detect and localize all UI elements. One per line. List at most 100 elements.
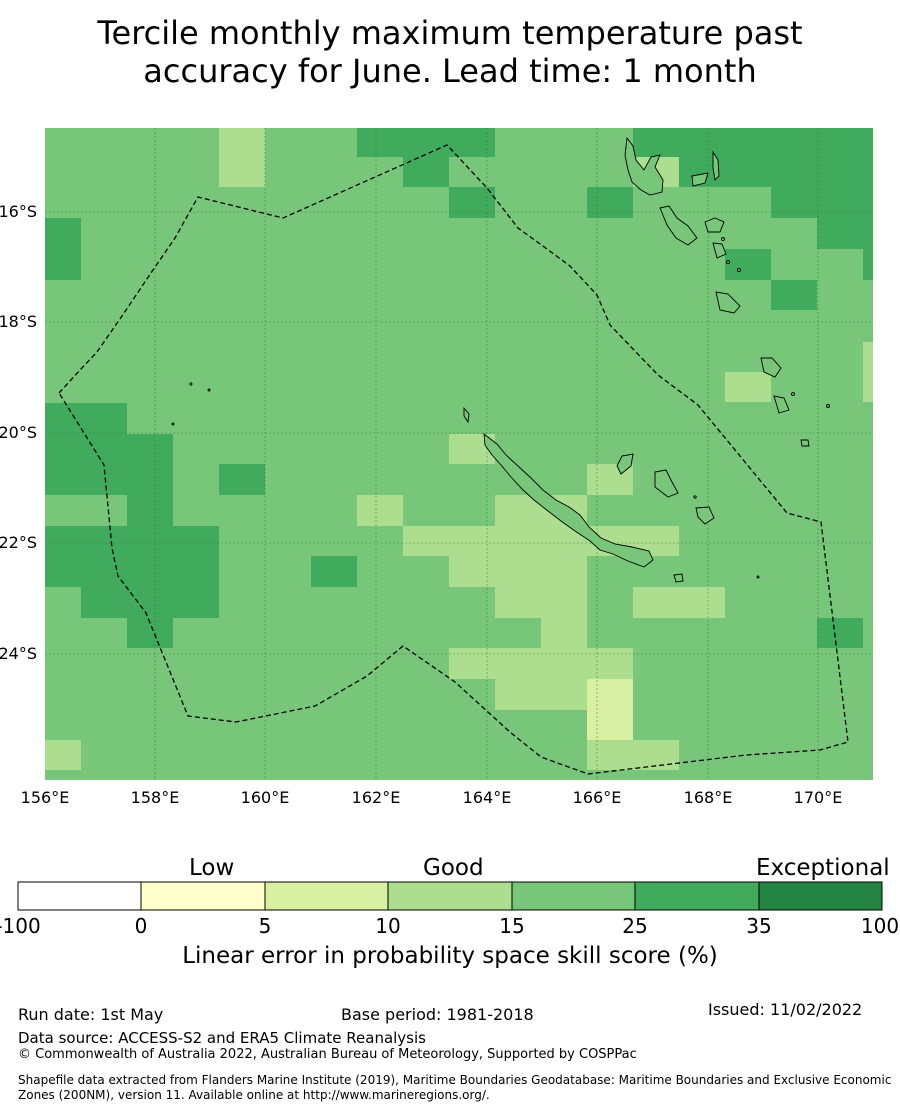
skill-cell xyxy=(817,218,873,249)
island xyxy=(715,291,741,314)
lon-tick-label: 156°E xyxy=(21,788,70,807)
chart-title: Tercile monthly maximum temperature past… xyxy=(0,14,900,90)
run-date: Run date: 1st May xyxy=(18,1005,164,1024)
lat-tick-label: 18°S xyxy=(0,312,37,331)
lon-tick-label: 158°E xyxy=(131,788,180,807)
skill-cell xyxy=(633,587,725,618)
lon-tick-label: 170°E xyxy=(794,788,843,807)
skill-cell xyxy=(725,372,771,402)
skill-cell xyxy=(863,342,873,402)
category-good: Good xyxy=(423,855,484,881)
island xyxy=(463,406,470,424)
skill-cell xyxy=(311,556,357,587)
new-caledonia-island xyxy=(483,433,654,568)
island xyxy=(673,573,684,583)
skill-cell xyxy=(817,618,863,648)
skill-cell xyxy=(587,187,633,218)
lat-tick-labels: 16°S 18°S 20°S 22°S 24°S xyxy=(0,202,37,663)
islet xyxy=(189,382,193,386)
lat-tick-label: 22°S xyxy=(0,533,37,552)
category-low: Low xyxy=(189,855,235,881)
lon-tick-label: 166°E xyxy=(573,788,622,807)
colorbar-tick: 10 xyxy=(375,914,400,938)
colorbar-segment xyxy=(18,882,141,910)
skill-cell xyxy=(219,464,265,495)
data-source: Data source: ACCESS-S2 and ERA5 Climate … xyxy=(18,1029,426,1047)
lat-tick-label: 20°S xyxy=(0,423,37,442)
colorbar-tick: -100 xyxy=(0,914,41,938)
colorbar: -100 0 5 10 15 25 35 100 xyxy=(0,881,899,938)
island xyxy=(695,506,715,525)
skill-cell xyxy=(449,187,495,218)
graticule xyxy=(45,128,873,780)
colorbar-segment xyxy=(759,882,882,910)
skill-cell xyxy=(495,679,587,710)
island xyxy=(712,150,720,181)
base-period: Base period: 1981-2018 xyxy=(341,1005,534,1024)
colorbar-segment xyxy=(512,882,635,910)
lon-tick-label: 160°E xyxy=(241,788,290,807)
skill-cell xyxy=(45,526,219,587)
island xyxy=(659,205,698,246)
islet xyxy=(791,392,795,396)
colorbar-tick: 5 xyxy=(259,914,272,938)
skill-cell xyxy=(587,740,679,770)
skill-cell xyxy=(587,679,633,740)
island xyxy=(624,136,664,196)
skill-cell xyxy=(495,587,587,618)
skill-cell xyxy=(725,249,771,280)
islet xyxy=(721,237,725,241)
skill-cell xyxy=(541,618,587,648)
skill-cell xyxy=(45,434,173,495)
lat-tick-label: 16°S xyxy=(0,202,37,221)
colorbar-segment xyxy=(388,882,512,910)
skill-cell xyxy=(127,495,173,526)
skill-cell xyxy=(449,648,633,679)
copyright: © Commonwealth of Australia 2022, Austra… xyxy=(18,1047,637,1062)
lon-tick-label: 164°E xyxy=(463,788,512,807)
skill-cell xyxy=(45,403,127,434)
coastlines xyxy=(171,136,830,583)
islet xyxy=(693,495,697,499)
map-panel xyxy=(45,128,873,780)
islet xyxy=(207,388,211,392)
islet xyxy=(737,268,741,272)
issued-date: Issued: 11/02/2022 xyxy=(708,1000,863,1019)
island xyxy=(712,242,727,259)
island xyxy=(800,439,810,447)
shapefile-credit: Shapefile data extracted from Flanders M… xyxy=(18,1073,892,1102)
category-exceptional: Exceptional xyxy=(756,855,890,881)
skill-cell xyxy=(449,556,587,587)
colorbar-segment xyxy=(265,882,388,910)
colorbar-tick: 100 xyxy=(861,914,899,938)
island xyxy=(704,217,725,233)
title-line-1: Tercile monthly maximum temperature past xyxy=(97,14,803,52)
island xyxy=(691,172,709,187)
lon-tick-labels: 156°E 158°E 160°E 162°E 164°E 166°E 168°… xyxy=(21,788,843,807)
colorbar-tick: 25 xyxy=(622,914,647,938)
islet xyxy=(756,575,760,579)
skill-cell xyxy=(219,128,265,187)
skill-cell xyxy=(633,128,873,157)
lat-tick-label: 24°S xyxy=(0,644,37,663)
eez-boundary xyxy=(58,144,849,775)
skill-cell xyxy=(45,740,81,770)
lon-tick-label: 162°E xyxy=(352,788,401,807)
skill-cell xyxy=(679,157,873,187)
colorbar-tick: 0 xyxy=(135,914,148,938)
skill-cell xyxy=(771,280,817,310)
lon-tick-label: 168°E xyxy=(684,788,733,807)
islet xyxy=(726,260,730,264)
skill-cell xyxy=(357,495,403,526)
island xyxy=(760,357,782,378)
skill-cell xyxy=(357,128,495,157)
colorbar-tick: 15 xyxy=(499,914,524,938)
skill-cell xyxy=(45,218,81,280)
island xyxy=(616,453,634,475)
islet xyxy=(826,404,830,408)
island xyxy=(654,469,679,498)
colorbar-label: Linear error in probability space skill … xyxy=(182,943,718,969)
islet xyxy=(171,422,175,426)
skill-cell xyxy=(403,157,449,187)
